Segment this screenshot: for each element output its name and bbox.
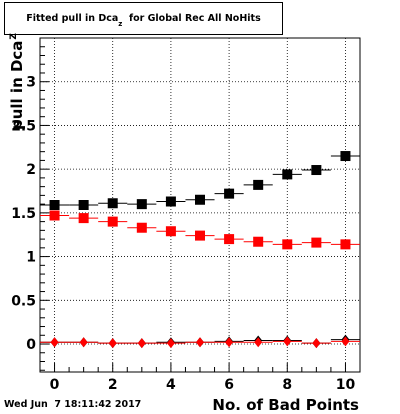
chart-title-box: Fitted pull in Dcaz for Global Rec All N… <box>4 2 283 35</box>
y-tick-label: 1.5 <box>11 206 36 222</box>
y-axis-label-wrap: pull in DcaZ <box>8 33 28 131</box>
data-point-square <box>107 216 118 227</box>
x-axis-label: No. of Bad Points <box>212 396 359 414</box>
y-axis-label: pull in DcaZ <box>8 33 26 130</box>
data-point-square <box>340 151 351 162</box>
data-point-diamond <box>225 337 234 348</box>
y-tick-label: 0 <box>26 337 36 353</box>
data-point-square <box>49 210 60 221</box>
data-point-square <box>195 194 205 205</box>
data-point-diamond <box>166 338 175 349</box>
y-tick-label: 3 <box>26 75 36 91</box>
y-tick-label: 0.5 <box>11 293 36 309</box>
data-point-square <box>282 169 293 180</box>
data-point-diamond <box>50 337 59 348</box>
data-point-square <box>311 237 322 248</box>
data-point-square <box>195 230 205 241</box>
chart-title: Fitted pull in Dcaz for Global Rec All N… <box>26 13 261 28</box>
data-point-square <box>165 226 176 237</box>
data-point-square <box>136 199 147 210</box>
y-tick-label: 1 <box>26 250 36 266</box>
data-point-square <box>107 198 118 209</box>
x-tick-label: 8 <box>282 377 292 393</box>
data-point-diamond <box>79 337 88 348</box>
data-point-diamond <box>196 337 204 348</box>
x-tick-label: 6 <box>224 377 234 393</box>
data-point-square <box>78 200 89 210</box>
data-point-diamond <box>254 337 263 348</box>
data-point-square <box>253 236 264 247</box>
data-point-square <box>340 239 351 250</box>
data-point-square <box>224 234 235 245</box>
data-point-square <box>282 239 293 250</box>
x-tick-label: 0 <box>50 377 60 393</box>
data-point-diamond <box>137 338 146 349</box>
x-tick-label: 2 <box>108 377 118 393</box>
data-point-square <box>136 222 147 233</box>
data-point-square <box>311 165 322 176</box>
data-point-diamond <box>312 338 321 349</box>
data-point-square <box>49 200 60 210</box>
y-tick-label: 2.5 <box>11 118 36 134</box>
x-tick-label: 10 <box>336 377 356 393</box>
data-point-square <box>253 179 264 190</box>
data-point-square <box>78 213 89 224</box>
y-tick-label: 2 <box>26 162 36 178</box>
data-point-diamond <box>108 338 117 349</box>
data-point-diamond <box>283 336 292 347</box>
data-point-square <box>224 188 235 199</box>
x-tick-label: 4 <box>166 377 176 393</box>
datestamp: Wed Jun 7 18:11:42 2017 <box>4 399 142 410</box>
data-point-diamond <box>341 336 350 347</box>
data-point-square <box>165 196 176 207</box>
